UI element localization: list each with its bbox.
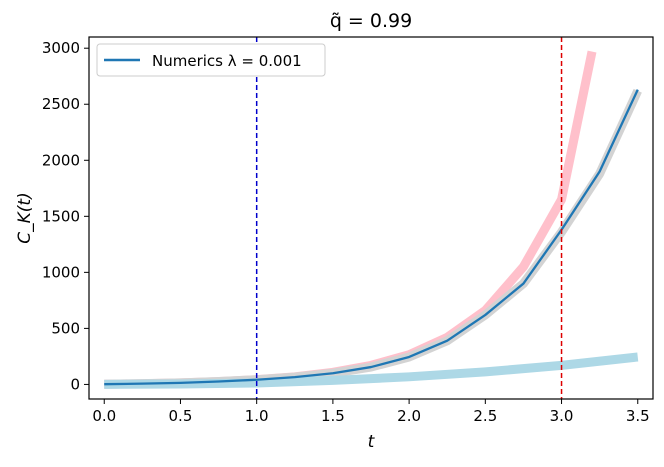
y-axis-ticks: 0 500 1000 1500 2000 2500 3000 xyxy=(42,39,89,393)
x-tick-label: 3.5 xyxy=(626,407,650,425)
y-tick-label: 1000 xyxy=(42,263,80,281)
y-axis-label: C_K(t) xyxy=(15,192,35,243)
x-tick-label: 1.5 xyxy=(321,407,345,425)
x-axis-label: t xyxy=(368,432,376,452)
x-tick-label: 1.0 xyxy=(245,407,269,425)
legend: Numerics λ = 0.001 xyxy=(96,43,326,77)
series-line-3 xyxy=(104,89,639,386)
plot-layer xyxy=(104,37,642,399)
x-tick-label: 0.5 xyxy=(169,407,193,425)
x-tick-label: 0.0 xyxy=(92,407,116,425)
x-tick-label: 3.0 xyxy=(550,407,574,425)
y-tick-label: 0 xyxy=(70,375,80,393)
y-tick-label: 500 xyxy=(51,319,80,337)
legend-box xyxy=(96,43,326,77)
y-tick-label: 2500 xyxy=(42,95,80,113)
x-axis-ticks: 0.0 0.5 1.0 1.5 2.0 2.5 3.0 3.5 xyxy=(92,399,650,425)
y-tick-label: 1500 xyxy=(42,207,80,225)
legend-label-numerics: Numerics λ = 0.001 xyxy=(152,52,302,70)
x-tick-label: 2.0 xyxy=(397,407,421,425)
chart-title: q̃ = 0.99 xyxy=(330,10,412,32)
y-tick-label: 2000 xyxy=(42,151,80,169)
y-tick-label: 3000 xyxy=(42,39,80,57)
series-line-2 xyxy=(104,352,639,389)
x-tick-label: 2.5 xyxy=(473,407,497,425)
plot-frame xyxy=(88,36,654,400)
